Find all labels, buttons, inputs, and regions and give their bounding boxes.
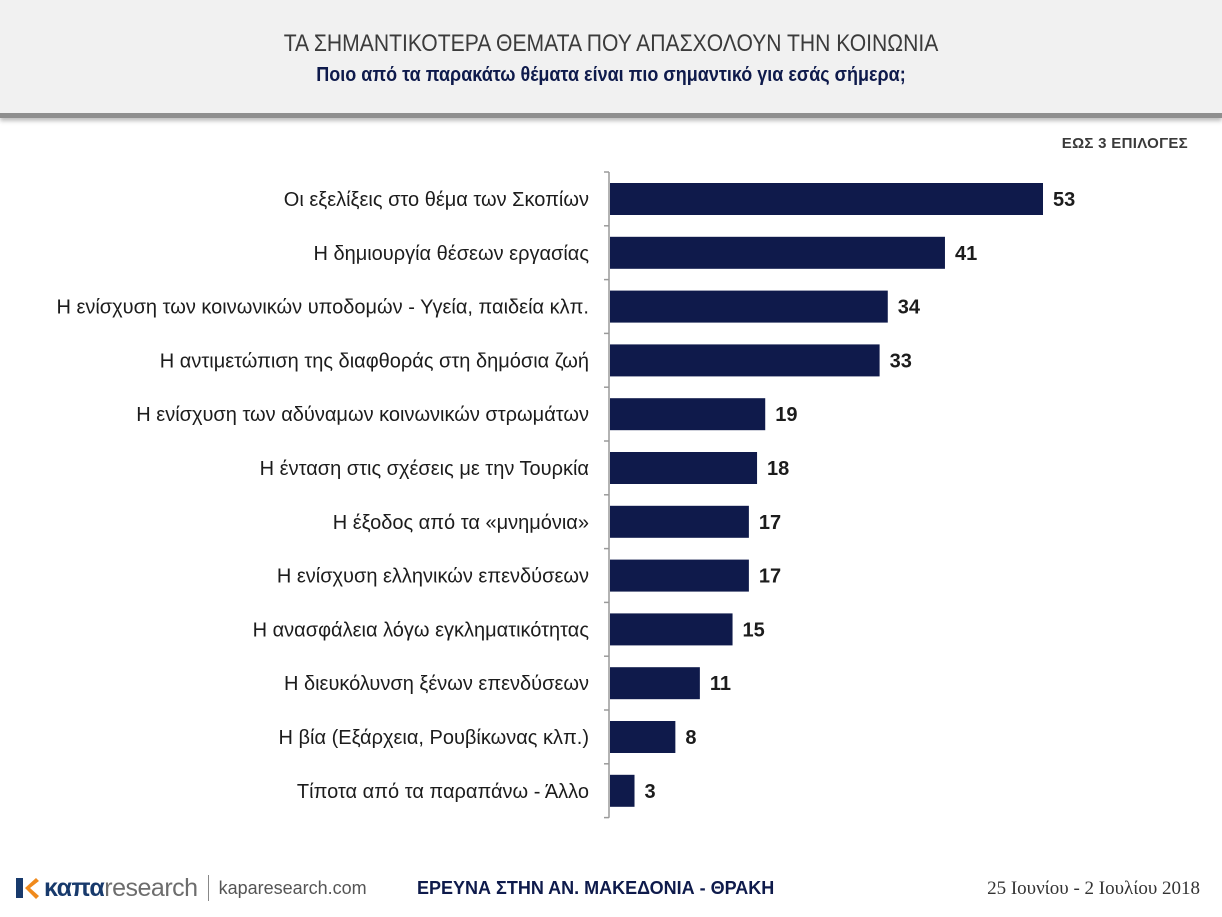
value-label: 34 [898, 297, 921, 319]
category-label: Η ένταση στις σχέσεις με την Τουρκία [260, 458, 589, 480]
header-banner: ΤΑ ΣΗΜΑΝΤΙΚΟΤΕΡΑ ΘΕΜΑΤΑ ΠΟΥ ΑΠΑΣΧΟΛΟΥΝ Τ… [0, 0, 1222, 118]
bar [610, 398, 766, 431]
value-label: 17 [759, 512, 781, 534]
bar [610, 721, 676, 753]
bar [610, 290, 888, 323]
value-label: 3 [645, 781, 656, 803]
value-label: 15 [743, 619, 765, 641]
bar [610, 183, 1043, 215]
bar [610, 344, 880, 377]
website-url: kaparesearch.com [218, 877, 367, 898]
category-label: Η ενίσχυση ελληνικών επενδύσεων [277, 566, 589, 588]
logo-research-text: research [104, 873, 198, 902]
category-label: Τίποτα από τα παραπάνω - Άλλο [297, 781, 589, 803]
kapa-logo-mark-icon [16, 878, 39, 899]
bar [610, 236, 945, 269]
value-label: 8 [685, 727, 696, 749]
survey-date: 25 Ιουνίου - 2 Ιουλίου 2018 [987, 878, 1200, 899]
value-label: 53 [1053, 189, 1075, 211]
value-label: 17 [759, 566, 781, 588]
value-label: 11 [710, 673, 731, 695]
value-label: 18 [767, 458, 789, 480]
logo-kapa-text: καπα [44, 873, 105, 902]
category-label: Η έξοδος από τα «μνημόνια» [333, 512, 589, 534]
value-label: 33 [890, 350, 912, 372]
kapa-research-logo: καπα research kaparesearch.com [14, 871, 367, 905]
category-label: Η δημιουργία θέσεων εργασίας [313, 243, 589, 265]
bar [610, 774, 635, 807]
logo-divider [207, 875, 209, 901]
bar [610, 667, 700, 700]
value-label: 41 [955, 243, 977, 265]
bar [610, 452, 758, 484]
survey-region: ΕΡΕΥΝΑ ΣΤΗΝ ΑΝ. ΜΑΚΕΔΟΝΙΑ - ΘΡΑΚΗ [417, 878, 775, 898]
bar [610, 505, 749, 538]
category-label: Η ενίσχυση των αδύναμων κοινωνικών στρωμ… [136, 404, 589, 426]
category-label: Η βία (Εξάρχεια, Ρουβίκωνας κλπ.) [279, 727, 589, 749]
value-label: 19 [775, 404, 797, 426]
category-label: Η διευκόλυνση ξένων επενδύσεων [284, 673, 589, 695]
bar [610, 613, 733, 646]
bar [610, 559, 749, 592]
category-label: Η ανασφάλεια λόγω εγκληματικότητας [253, 619, 590, 641]
chart-subtitle: Ποιο από τα παρακάτω θέματα είναι πιο ση… [316, 64, 906, 86]
category-label: Οι εξελίξεις στο θέμα των Σκοπίων [284, 189, 589, 211]
category-label: Η αντιμετώπιση της διαφθοράς στη δημόσια… [160, 350, 589, 372]
choices-note: ΕΩΣ 3 ΕΠΙΛΟΓΕΣ [1061, 135, 1188, 152]
category-label: Η ενίσχυση των κοινωνικών υποδομών - Υγε… [56, 297, 589, 319]
chart-title: ΤΑ ΣΗΜΑΝΤΙΚΟΤΕΡΑ ΘΕΜΑΤΑ ΠΟΥ ΑΠΑΣΧΟΛΟΥΝ Τ… [283, 30, 939, 57]
